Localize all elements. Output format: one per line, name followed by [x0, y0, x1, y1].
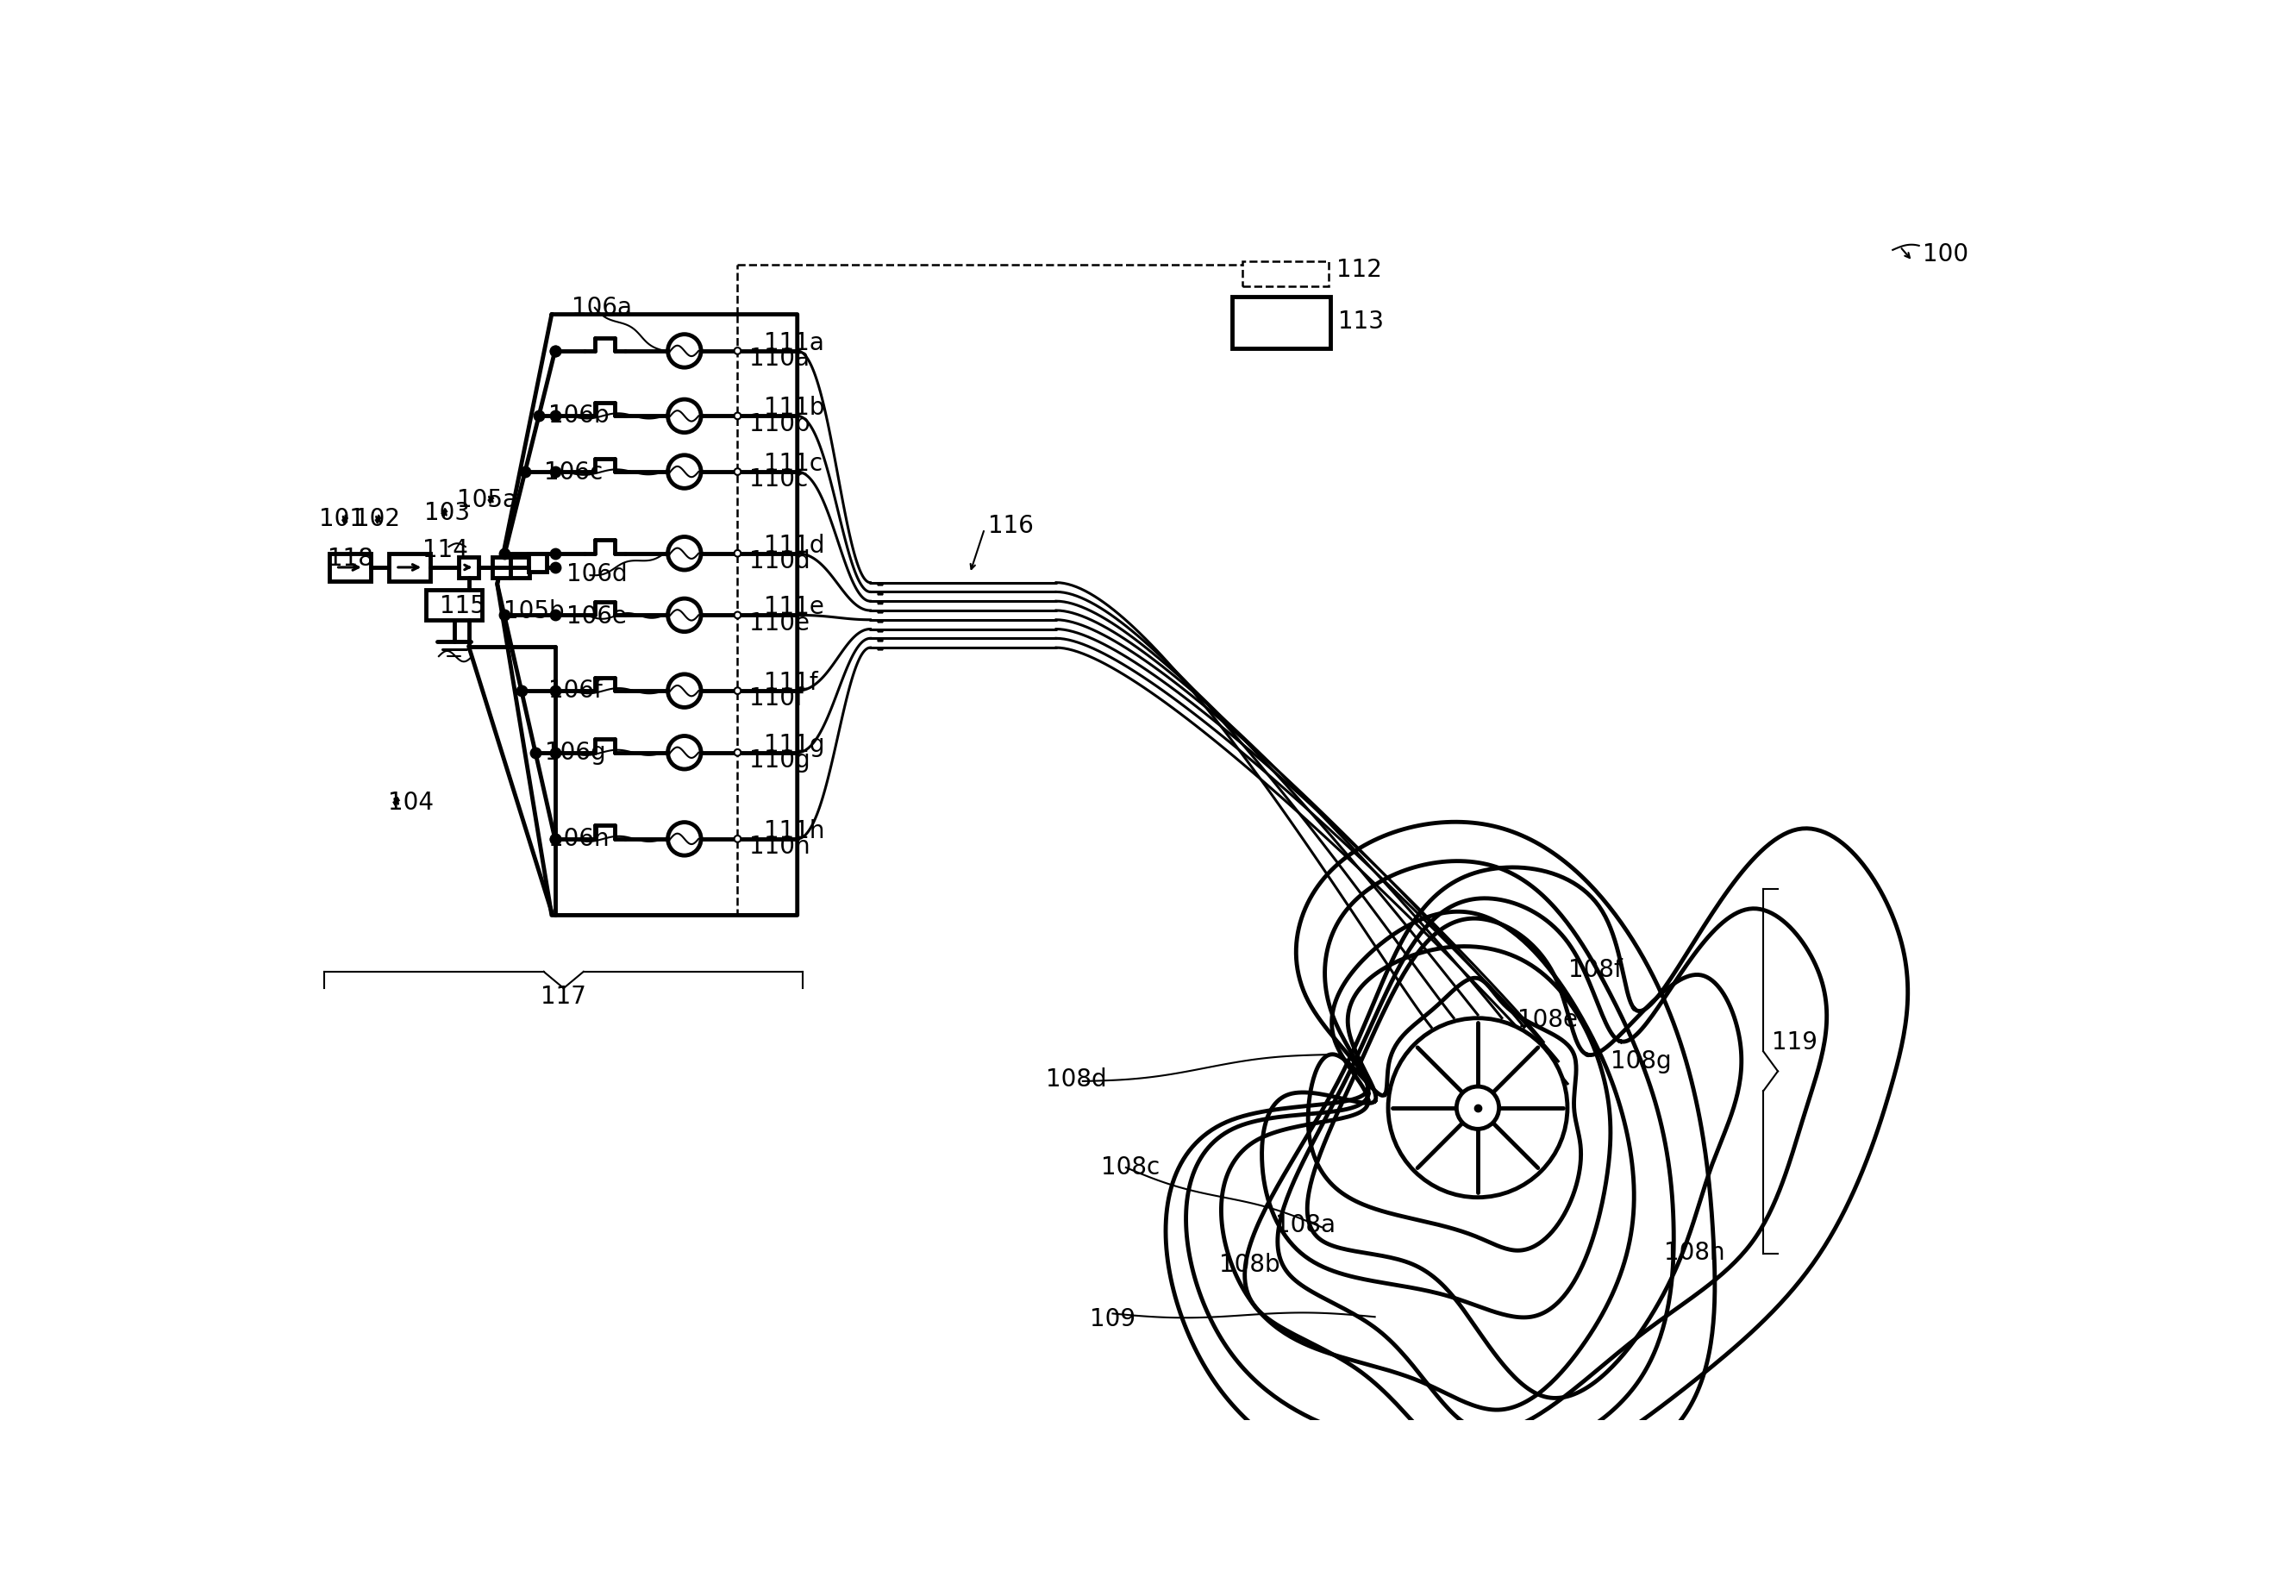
Text: 104: 104 [388, 790, 434, 814]
Text: 114: 114 [422, 538, 468, 562]
Text: 108g: 108g [1609, 1049, 1671, 1074]
Text: 106a: 106a [572, 295, 631, 319]
Text: 110c: 110c [748, 468, 808, 492]
Text: 111g: 111g [765, 733, 824, 757]
Circle shape [668, 822, 700, 855]
Bar [328, 554, 370, 581]
Text: 110g: 110g [748, 749, 810, 772]
Text: 117: 117 [542, 985, 585, 1009]
Circle shape [668, 399, 700, 433]
Bar [528, 554, 546, 571]
Text: 101: 101 [319, 508, 365, 531]
Circle shape [735, 551, 742, 557]
Text: 106c: 106c [544, 460, 602, 485]
Text: 115: 115 [441, 594, 487, 619]
Circle shape [668, 736, 700, 769]
Text: 103: 103 [425, 501, 471, 525]
Text: 106b: 106b [549, 404, 608, 428]
Bar [1242, 262, 1329, 286]
Bar [459, 557, 478, 578]
Text: 105b: 105b [503, 598, 565, 622]
Circle shape [668, 536, 700, 570]
Text: 106d: 106d [567, 562, 627, 587]
Text: 109: 109 [1088, 1307, 1134, 1331]
Text: 106h: 106h [549, 827, 608, 851]
Text: 112: 112 [1336, 259, 1382, 282]
Text: 111e: 111e [765, 595, 824, 619]
Circle shape [735, 611, 742, 618]
Text: 110f: 110f [748, 686, 804, 710]
Text: 110a: 110a [748, 346, 810, 370]
Circle shape [735, 348, 742, 354]
Text: 106f: 106f [549, 678, 602, 702]
Text: 102: 102 [354, 508, 400, 531]
Bar [388, 554, 429, 581]
Bar [425, 591, 482, 619]
Text: 116: 116 [990, 514, 1033, 538]
Text: 113: 113 [1339, 310, 1384, 334]
Bar [491, 557, 510, 578]
Text: 108e: 108e [1518, 1009, 1577, 1033]
Text: 100: 100 [1922, 243, 1968, 267]
Text: 110d: 110d [748, 549, 810, 573]
Text: 111h: 111h [765, 819, 824, 843]
Text: 118: 118 [328, 546, 374, 571]
Text: 111d: 111d [765, 533, 824, 557]
Text: 108a: 108a [1274, 1213, 1336, 1237]
Text: 105a: 105a [457, 488, 517, 512]
Circle shape [668, 455, 700, 488]
Text: 106g: 106g [544, 741, 606, 764]
Circle shape [668, 334, 700, 367]
Circle shape [735, 413, 742, 420]
Text: 111b: 111b [765, 396, 824, 420]
Text: 108d: 108d [1047, 1068, 1107, 1092]
Text: 119: 119 [1773, 1031, 1818, 1055]
Circle shape [1456, 1087, 1499, 1128]
Text: 108b: 108b [1219, 1253, 1279, 1277]
Circle shape [735, 749, 742, 757]
Text: 111f: 111f [765, 670, 817, 694]
Circle shape [1389, 1018, 1568, 1197]
Text: 108h: 108h [1665, 1240, 1724, 1264]
Bar [510, 557, 528, 578]
Text: 111c: 111c [765, 452, 822, 476]
Text: 110e: 110e [748, 611, 810, 635]
Circle shape [668, 598, 700, 632]
Text: 110h: 110h [748, 835, 810, 859]
Text: 110b: 110b [748, 412, 810, 436]
Circle shape [735, 688, 742, 694]
Circle shape [735, 468, 742, 476]
Circle shape [735, 836, 742, 843]
Text: 108c: 108c [1102, 1156, 1159, 1179]
Text: 108f: 108f [1568, 958, 1623, 982]
Text: 111a: 111a [765, 330, 824, 354]
Text: 106e: 106e [567, 605, 627, 629]
Bar [1233, 297, 1329, 348]
Circle shape [668, 674, 700, 707]
